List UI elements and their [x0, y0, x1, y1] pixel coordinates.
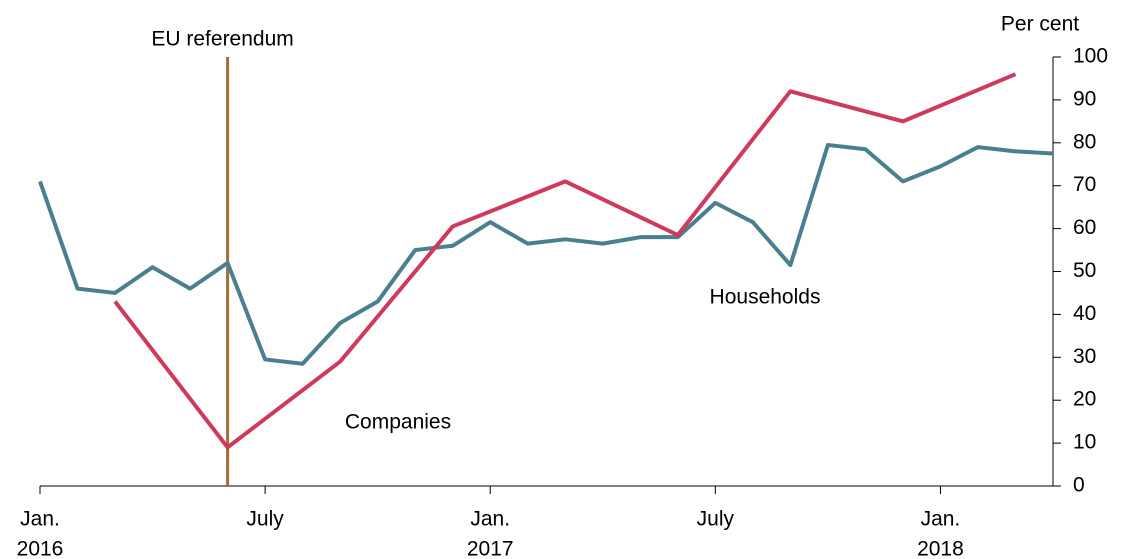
x-tick-label: Jan. — [20, 508, 60, 531]
y-tick-label: 30 — [1073, 345, 1096, 368]
y-tick-label: 60 — [1073, 216, 1096, 239]
y-axis-label: Per cent — [1001, 13, 1079, 36]
x-tick-label: Jan. — [470, 508, 510, 531]
y-tick-label: 0 — [1073, 474, 1085, 497]
series-label: Households — [710, 286, 821, 309]
series-label: Companies — [345, 411, 451, 434]
y-tick-label: 40 — [1073, 302, 1096, 325]
x-tick-label: July — [246, 508, 284, 531]
y-tick-label: 70 — [1073, 173, 1096, 196]
y-tick-label: 100 — [1073, 45, 1108, 68]
y-tick-label: 80 — [1073, 130, 1096, 153]
y-tick-label: 10 — [1073, 431, 1096, 454]
y-tick-label: 90 — [1073, 87, 1096, 110]
y-tick-label: 50 — [1073, 259, 1096, 282]
y-tick-label: 20 — [1073, 388, 1096, 411]
series-line — [113, 72, 1017, 450]
x-tick-label: Jan. — [921, 508, 961, 531]
annotation-label: EU referendum — [151, 28, 293, 51]
x-tick-label: 2017 — [467, 538, 514, 559]
x-tick-label: 2016 — [17, 538, 64, 559]
series-line — [38, 142, 1054, 366]
x-tick-label: July — [697, 508, 735, 531]
x-tick-label: 2018 — [917, 538, 964, 559]
